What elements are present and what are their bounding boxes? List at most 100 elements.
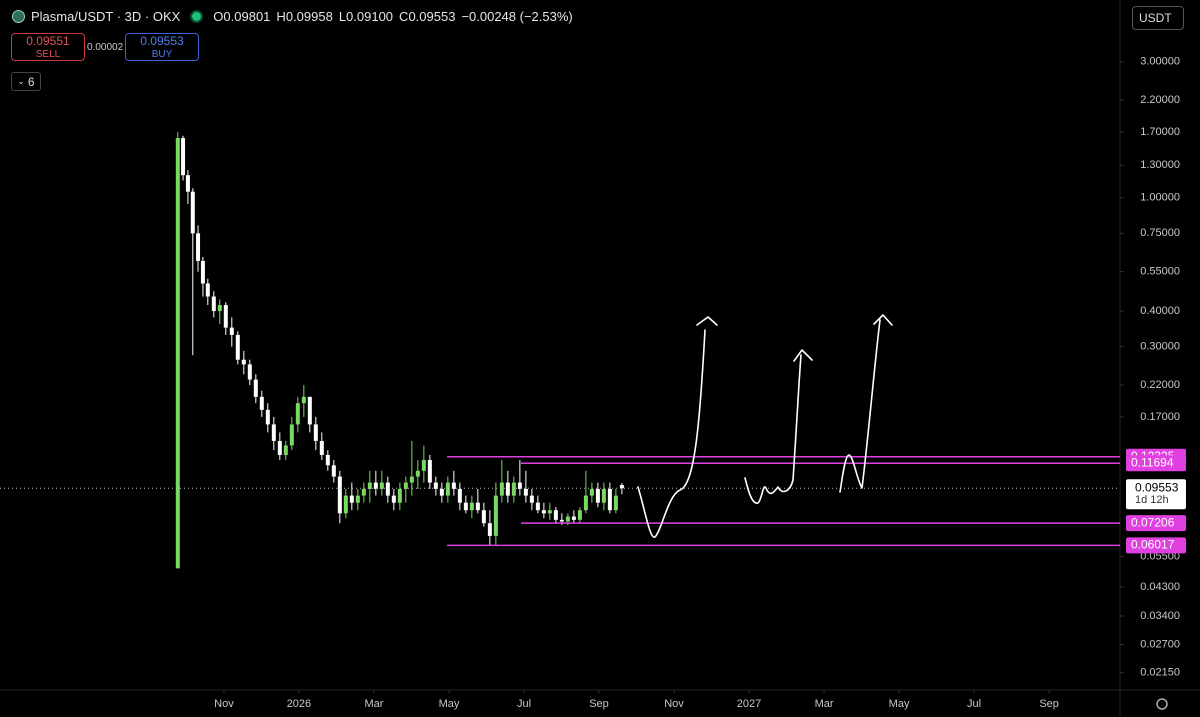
x-tick-label: Mar — [364, 698, 383, 710]
arrow-path — [744, 354, 802, 504]
hand-drawn-arrows — [637, 314, 893, 538]
candle-body — [211, 296, 216, 312]
candle-body — [589, 488, 594, 496]
candle-body — [301, 396, 306, 404]
symbol: Plasma/USDT · 3D · OKX — [31, 9, 181, 24]
candle-body — [190, 191, 195, 234]
y-tick-label: 0.03400 — [1140, 610, 1180, 622]
level-label: 0.06017 — [1131, 538, 1175, 552]
candle-body — [409, 476, 414, 483]
candle-body — [535, 502, 540, 511]
market-status — [192, 12, 202, 21]
candle-body — [367, 482, 372, 489]
ohlc-label: O — [213, 9, 224, 24]
candle-body — [439, 488, 444, 496]
currency: USDT — [1139, 11, 1172, 25]
x-tick-label: Sep — [1039, 698, 1059, 710]
candle-body — [541, 510, 546, 514]
countdown: 1d 12h — [1135, 494, 1169, 506]
y-tick-label: 0.02150 — [1140, 667, 1180, 679]
candle-body — [361, 488, 366, 496]
candle-body — [601, 488, 606, 503]
sell-price: 0.09551 — [26, 34, 70, 48]
candle-body — [571, 516, 576, 520]
candle-body — [463, 502, 468, 511]
candle-body — [481, 510, 486, 524]
candle-body — [349, 495, 354, 503]
y-tick-label: 1.00000 — [1140, 192, 1180, 204]
y-tick-label: 1.30000 — [1140, 159, 1180, 171]
candle-body — [283, 445, 288, 455]
arrow-path — [637, 329, 706, 538]
candle-body — [499, 482, 504, 496]
buy-button[interactable]: 0.09553 BUY — [125, 33, 199, 61]
candle-body — [241, 359, 246, 365]
ohlc-label: L — [338, 9, 347, 24]
candle-body — [235, 334, 240, 360]
candle-body — [415, 470, 420, 477]
candle-body — [421, 460, 426, 471]
candle-body — [469, 502, 474, 511]
candle-body — [185, 175, 190, 192]
candle-body — [265, 409, 270, 425]
candle-body — [331, 465, 336, 477]
ohlc-label: C — [399, 9, 409, 24]
candle-body — [337, 476, 342, 514]
candle-body — [325, 454, 330, 466]
candle-body — [613, 495, 618, 511]
candle-body — [403, 482, 408, 489]
candle-body — [229, 327, 234, 335]
candle-body — [289, 424, 294, 446]
y-tick-label: 0.17000 — [1140, 411, 1180, 423]
x-tick-label: May — [889, 698, 910, 710]
candle-body — [253, 379, 258, 397]
candle-body — [607, 488, 612, 511]
y-tick-label: 1.70000 — [1140, 126, 1180, 138]
candle-body — [319, 440, 324, 455]
candle-body — [529, 495, 534, 503]
candle-body — [355, 495, 360, 503]
candle-body — [205, 283, 210, 297]
change: −0.00248 (−2.53%) — [461, 9, 573, 24]
candle-body — [619, 485, 624, 489]
y-tick-label: 0.02700 — [1140, 638, 1180, 650]
candle-body — [505, 482, 510, 496]
x-tick-label: Jul — [517, 698, 531, 710]
candle-body — [451, 482, 456, 489]
candle-body — [313, 424, 318, 441]
y-tick-label: 0.40000 — [1140, 305, 1180, 317]
candle-body — [523, 488, 528, 496]
ohlc-value: 0.09801 — [223, 9, 271, 24]
candle-body — [385, 482, 390, 496]
candle-body — [271, 424, 276, 441]
candle-body — [577, 510, 582, 520]
level-label-box — [1126, 455, 1186, 472]
arrow-head — [696, 316, 718, 326]
buy-label: BUY — [151, 49, 173, 60]
candle-body — [343, 495, 348, 514]
candle-body — [565, 516, 570, 522]
settings-icon[interactable] — [1156, 698, 1168, 710]
symbol-icon — [12, 10, 25, 23]
x-tick-label: 2027 — [737, 698, 761, 710]
currency-select[interactable]: USDT — [1132, 6, 1184, 30]
indicator-count: 6 — [27, 74, 35, 89]
ohlc-value: 0.09553 — [408, 9, 456, 24]
candle-body — [457, 488, 462, 503]
candle-body — [493, 495, 498, 536]
arrow-head — [873, 314, 893, 326]
y-tick-label: 0.05500 — [1140, 550, 1180, 562]
symbol-header: Plasma/USDT · 3D · OKX O 0.09801 H 0.09958… — [12, 9, 573, 24]
sell-button[interactable]: 0.09551 SELL — [11, 33, 85, 61]
y-tick-label: 2.20000 — [1140, 94, 1180, 106]
candle-body — [181, 138, 186, 176]
x-tick-label: May — [439, 698, 460, 710]
candle-body — [445, 482, 450, 496]
candle-body — [487, 523, 492, 536]
indicator-toggle[interactable]: ⌄ 6 — [11, 72, 41, 91]
candle-body — [373, 482, 378, 489]
candle-body — [223, 305, 228, 328]
arrow-head — [793, 349, 813, 362]
last-price-box — [1126, 479, 1186, 510]
